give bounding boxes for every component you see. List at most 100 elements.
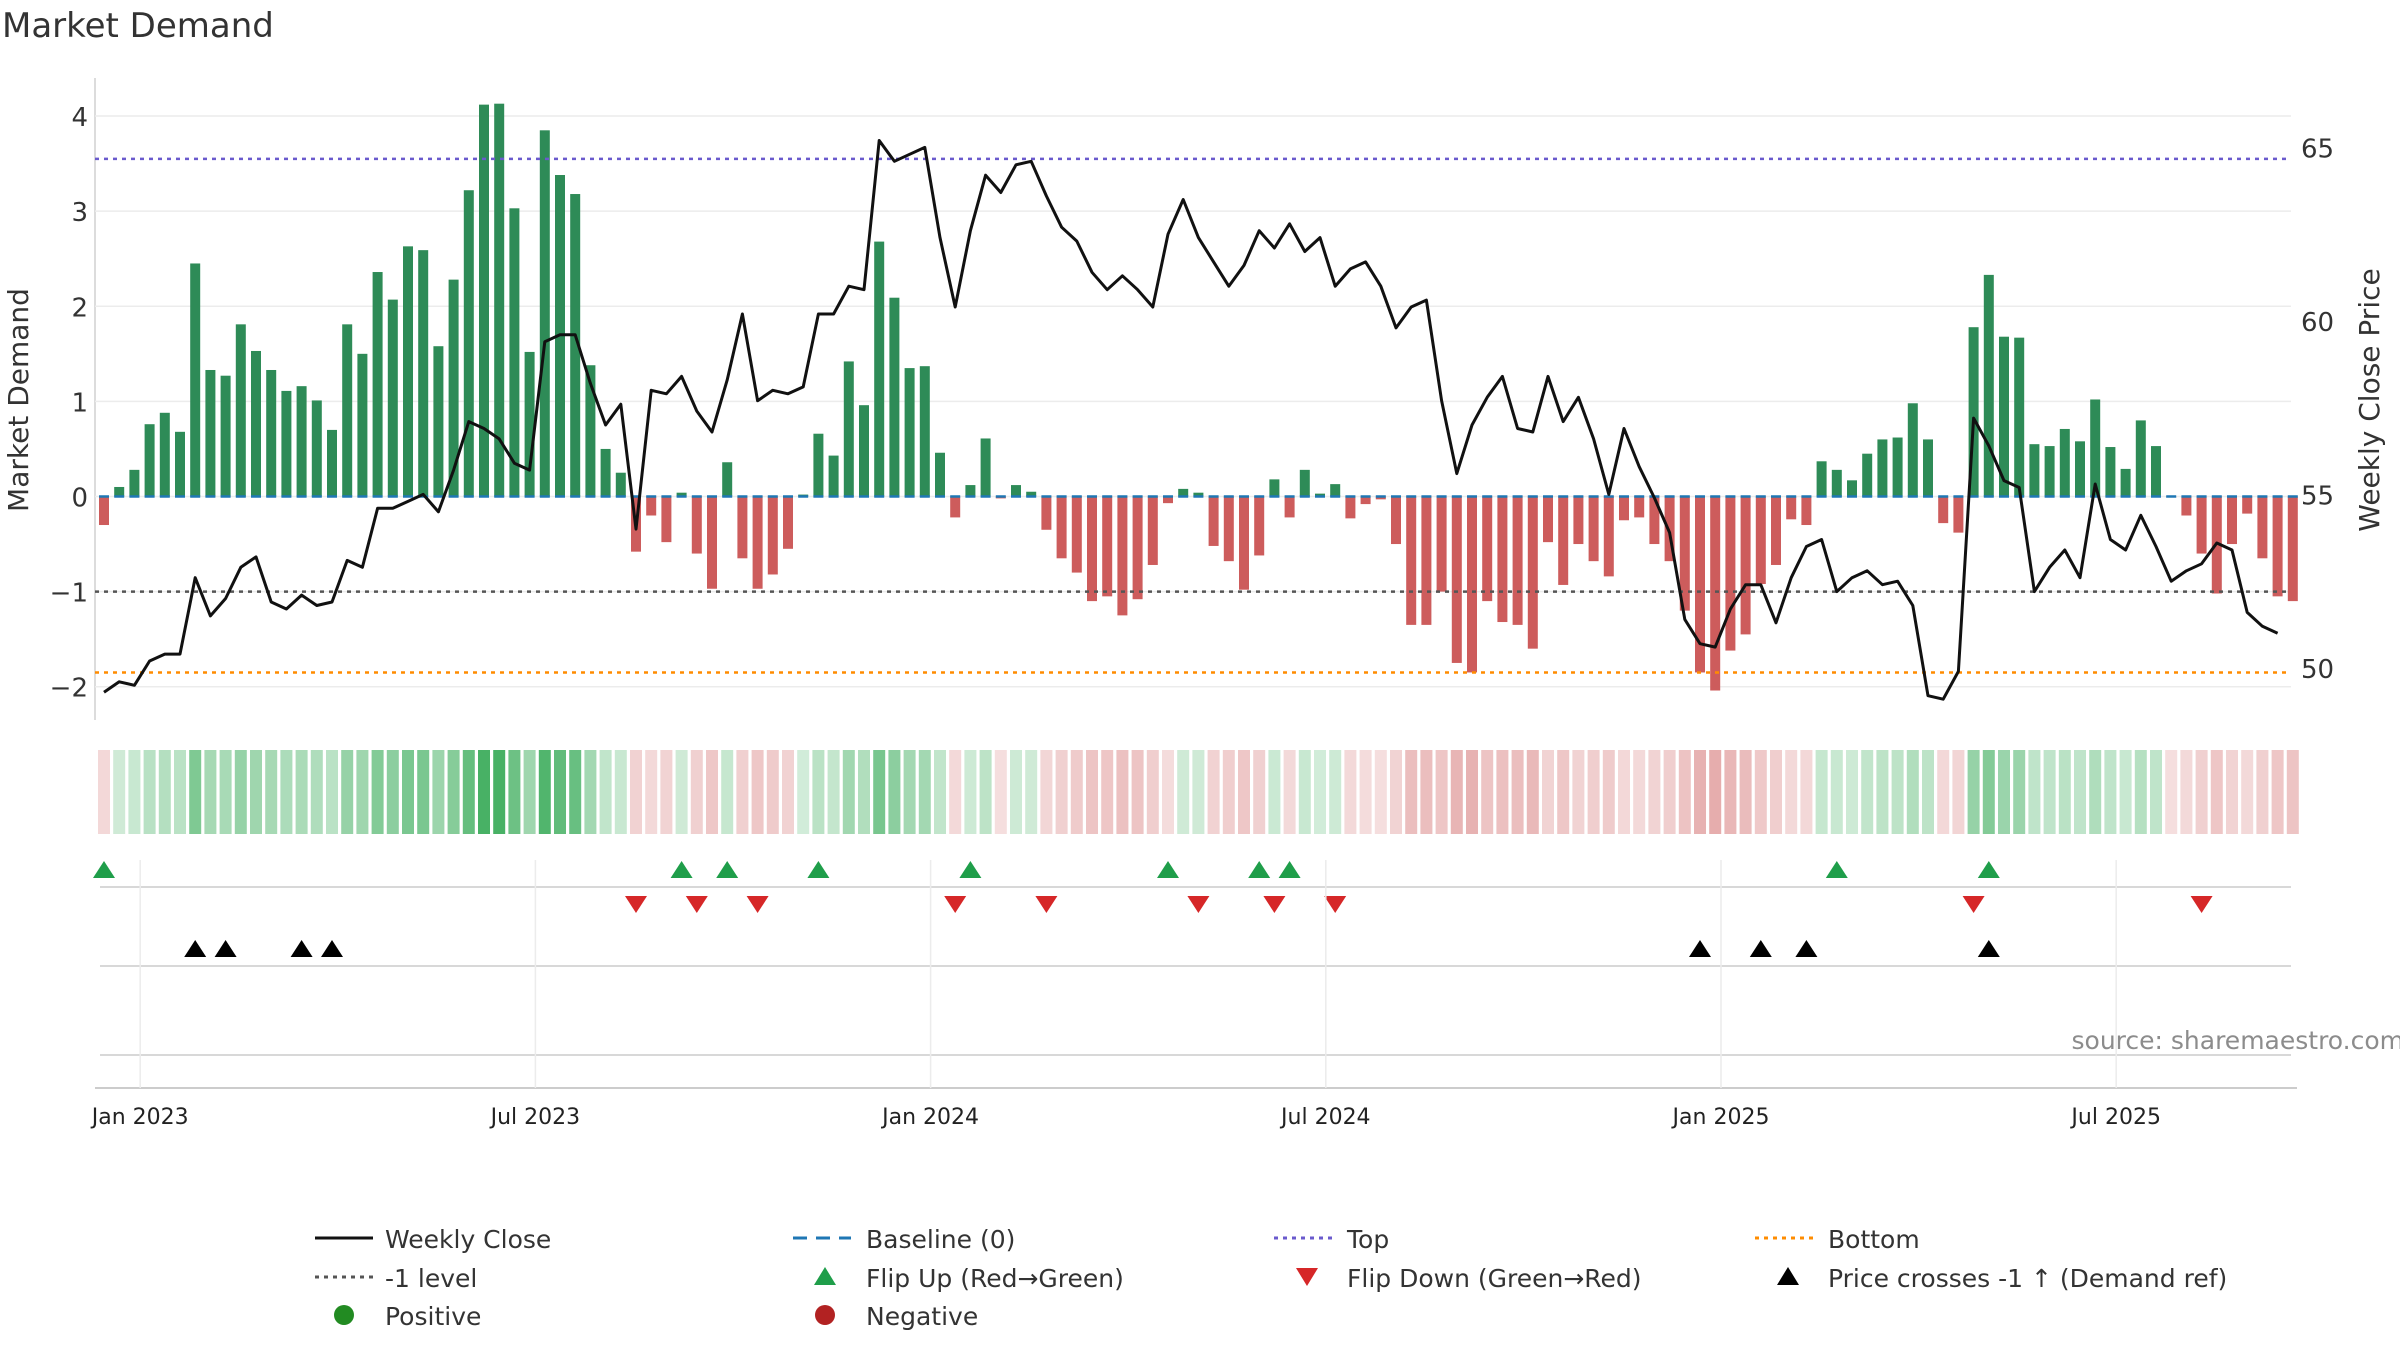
- demand-bar: [114, 487, 124, 497]
- price-cross-marker: [291, 940, 313, 957]
- heat-cell: [1998, 750, 2010, 834]
- demand-bar: [145, 424, 155, 496]
- demand-bar: [175, 432, 185, 497]
- legend-negative-label: Negative: [866, 1302, 978, 1331]
- demand-bar: [2014, 338, 2024, 497]
- demand-bar: [1604, 496, 1614, 576]
- flip-down-marker: [747, 896, 769, 913]
- demand-bar: [1421, 496, 1431, 624]
- demand-bar: [1148, 496, 1158, 564]
- demand-bar: [1330, 484, 1340, 496]
- heat-cell: [220, 750, 232, 834]
- heat-cell: [812, 750, 824, 834]
- demand-bar: [525, 352, 535, 497]
- flip-down-marker: [1263, 896, 1285, 913]
- demand-bar: [129, 470, 139, 497]
- demand-bar: [1452, 496, 1462, 662]
- demand-bar: [661, 496, 671, 542]
- heat-cell: [1132, 750, 1144, 834]
- heat-cell: [189, 750, 201, 834]
- demand-bar: [236, 324, 246, 496]
- demand-bar: [646, 496, 656, 515]
- demand-bar: [221, 376, 231, 497]
- heat-cell: [1952, 750, 1964, 834]
- legend-flip-down-triangle-icon: [1296, 1268, 1318, 1286]
- demand-bar: [1908, 403, 1918, 496]
- price-cross-panel: [100, 940, 2291, 966]
- heat-cell: [888, 750, 900, 834]
- heat-cell: [2226, 750, 2238, 834]
- heat-cell: [448, 750, 460, 834]
- demand-bar: [1817, 461, 1827, 496]
- demand-bar: [1877, 439, 1887, 496]
- demand-bar: [2060, 429, 2070, 497]
- demand-bar: [1786, 496, 1796, 519]
- heat-cell: [554, 750, 566, 834]
- left-axis-label: Market Demand: [2, 288, 35, 512]
- demand-bar: [1254, 496, 1264, 555]
- demand-bar: [1923, 439, 1933, 496]
- heat-cell: [919, 750, 931, 834]
- demand-bar: [1041, 496, 1051, 529]
- heat-cell: [1192, 750, 1204, 834]
- heat-cell: [645, 750, 657, 834]
- heat-cell: [387, 750, 399, 834]
- legend-item-bottom: Bottom: [1755, 1225, 1920, 1254]
- heat-cell: [1542, 750, 1554, 834]
- heat-cell: [2104, 750, 2116, 834]
- heat-cell: [2211, 750, 2223, 834]
- demand-bar: [99, 496, 109, 525]
- heat-cell: [1314, 750, 1326, 834]
- legend-flip-down-label: Flip Down (Green→Red): [1347, 1264, 1642, 1293]
- heat-cell: [144, 750, 156, 834]
- heat-cell: [1618, 750, 1630, 834]
- price-cross-marker: [1750, 940, 1772, 957]
- heat-cell: [1390, 750, 1402, 834]
- left-tick-label: 2: [71, 293, 88, 323]
- demand-bar: [829, 456, 839, 497]
- heat-cell: [964, 750, 976, 834]
- heat-cell: [1679, 750, 1691, 834]
- legend-item-positive: Positive: [334, 1302, 481, 1331]
- demand-bar: [464, 190, 474, 496]
- demand-bar: [1345, 496, 1355, 518]
- heat-cell: [1694, 750, 1706, 834]
- right-tick-label: 60: [2301, 308, 2334, 338]
- heat-cell: [1633, 750, 1645, 834]
- x-tick-label: Jan 2024: [880, 1105, 979, 1130]
- heat-cell: [1056, 750, 1068, 834]
- demand-bar: [1528, 496, 1538, 648]
- heat-cell: [767, 750, 779, 834]
- demand-bar: [859, 405, 869, 496]
- heat-cell: [1907, 750, 1919, 834]
- heat-cell: [326, 750, 338, 834]
- heat-cell: [1770, 750, 1782, 834]
- demand-bar: [1725, 496, 1735, 650]
- demand-bar: [1057, 496, 1067, 558]
- legend-flip-up-triangle-icon: [814, 1267, 836, 1285]
- demand-bar: [327, 430, 337, 497]
- heat-cell: [934, 750, 946, 834]
- heat-cell: [569, 750, 581, 834]
- demand-bar: [2242, 496, 2252, 513]
- heat-cell: [204, 750, 216, 834]
- demand-bar: [1285, 496, 1295, 517]
- legend-item-flip-up: Flip Up (Red→Green): [814, 1264, 1124, 1293]
- heat-cell: [721, 750, 733, 834]
- demand-bar: [190, 263, 200, 496]
- demand-bar: [1558, 496, 1568, 584]
- demand-bar: [2151, 446, 2161, 496]
- demand-bar: [1133, 496, 1143, 599]
- heat-cell: [1603, 750, 1615, 834]
- left-tick-label: 0: [71, 483, 88, 513]
- heat-cell: [1968, 750, 1980, 834]
- heat-cell: [1420, 750, 1432, 834]
- flip-up-marker: [716, 861, 738, 878]
- demand-bar: [2181, 496, 2191, 515]
- demand-bar: [1239, 496, 1249, 589]
- legend-price-cross-triangle-icon: [1777, 1267, 1799, 1285]
- demand-bar: [1695, 496, 1705, 672]
- heat-cell: [128, 750, 140, 834]
- heat-cell: [280, 750, 292, 834]
